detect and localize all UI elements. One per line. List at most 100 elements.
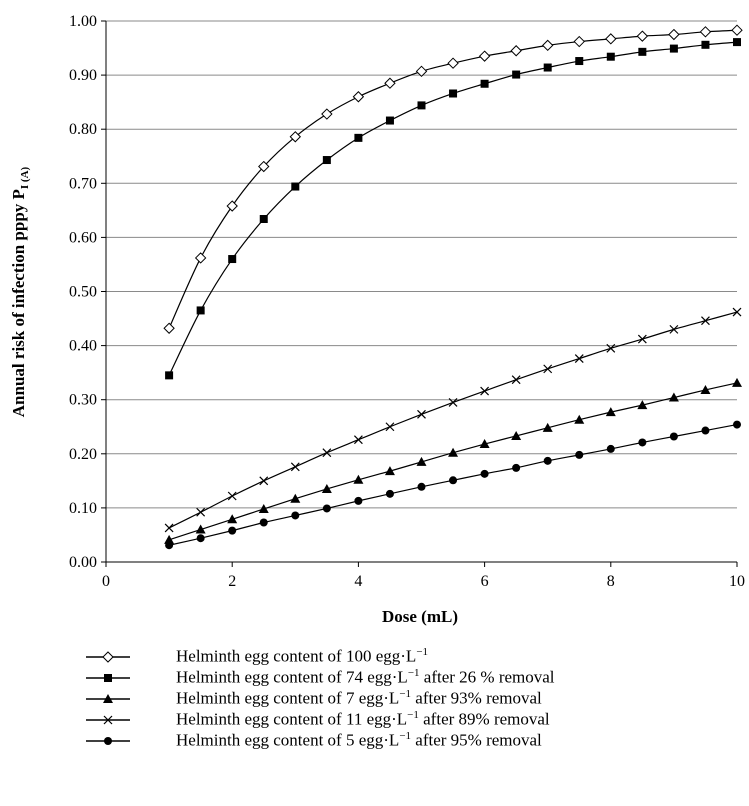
series-5 <box>165 420 741 550</box>
legend-item: Helminth egg content of 5 egg·L−1 after … <box>80 730 730 751</box>
data-point <box>321 483 332 493</box>
data-point <box>449 89 458 98</box>
x-tick-label: 4 <box>354 573 362 590</box>
legend-marker-square <box>104 674 112 682</box>
data-point <box>701 426 710 435</box>
y-tick-label: 0.20 <box>69 446 97 463</box>
data-point <box>512 463 521 472</box>
series-group <box>163 24 743 550</box>
data-point <box>669 44 678 53</box>
data-point <box>732 377 742 387</box>
y-axis-title-subscript: I (A) <box>19 166 31 189</box>
data-point <box>480 386 490 396</box>
data-point <box>385 489 394 498</box>
y-tick-label: 0.10 <box>69 500 97 517</box>
legend-label: Helminth egg content of 11 egg·L−1 after… <box>176 709 550 729</box>
y-tick-label: 0.40 <box>69 338 97 355</box>
legend-swatch <box>86 715 130 725</box>
y-tick-label: 0.50 <box>69 284 97 301</box>
data-point <box>352 91 365 103</box>
data-point <box>322 156 331 165</box>
data-point <box>606 444 615 453</box>
data-point <box>194 252 207 264</box>
data-point <box>226 200 238 212</box>
legend-label: Helminth egg content of 74 egg·L−1 after… <box>176 667 555 687</box>
y-tick-label: 0.00 <box>69 554 97 571</box>
data-point <box>163 322 175 334</box>
data-point <box>164 523 174 533</box>
data-point <box>322 504 331 513</box>
data-point <box>417 101 426 110</box>
legend-label: Helminth egg content of 5 egg·L−1 after … <box>176 730 542 750</box>
x-axis-title: Dose (mL) <box>382 607 458 626</box>
data-point <box>638 438 647 447</box>
legend-swatch <box>86 694 130 703</box>
data-point <box>668 28 680 41</box>
data-point <box>575 450 584 459</box>
x-tick-label: 6 <box>481 573 489 590</box>
data-point <box>700 384 711 394</box>
y-axis-title-main: Annual risk of infection pppy P <box>9 189 28 417</box>
data-point <box>574 354 584 364</box>
data-point <box>575 57 584 66</box>
axes <box>101 20 738 567</box>
data-point <box>384 466 395 476</box>
data-point <box>480 469 489 478</box>
data-point <box>605 407 616 417</box>
data-point <box>511 375 521 385</box>
data-point <box>353 435 363 445</box>
legend-item: Helminth egg content of 74 egg·L−1 after… <box>80 667 730 688</box>
data-point <box>164 534 175 544</box>
data-point <box>417 482 426 491</box>
data-point <box>384 77 396 89</box>
series-2 <box>165 38 741 380</box>
series-4 <box>164 307 742 533</box>
x-tick-label: 10 <box>729 573 745 590</box>
series-1 <box>163 24 743 334</box>
data-point <box>385 116 394 125</box>
data-point <box>417 409 426 419</box>
data-point <box>669 432 678 441</box>
data-point <box>512 70 521 79</box>
data-point <box>573 35 585 48</box>
legend-swatch <box>86 674 130 682</box>
data-point <box>165 371 174 380</box>
data-point <box>195 524 206 534</box>
y-tick-label: 0.90 <box>69 67 97 84</box>
data-point <box>701 40 710 49</box>
data-point <box>541 39 554 52</box>
data-point <box>227 514 238 524</box>
series-line <box>168 311 738 529</box>
data-point <box>510 45 522 57</box>
legend-marker-triangle <box>103 694 113 703</box>
data-point <box>511 430 522 440</box>
data-point <box>258 503 269 513</box>
legend-marker-x <box>103 715 113 725</box>
data-point <box>574 414 585 424</box>
data-point <box>543 364 553 374</box>
x-tick-label: 2 <box>228 573 236 590</box>
data-point <box>733 420 741 429</box>
data-point <box>480 79 489 88</box>
y-tick-label: 0.30 <box>69 392 97 409</box>
x-tick-label: 0 <box>102 573 110 590</box>
data-point <box>228 255 237 264</box>
data-point <box>447 57 459 69</box>
data-point <box>196 306 205 315</box>
y-tick-label: 0.80 <box>69 121 97 138</box>
legend-marker-diamond-open <box>102 651 114 663</box>
data-point <box>636 30 649 42</box>
data-point <box>227 491 237 501</box>
data-point <box>449 476 458 485</box>
data-point <box>668 392 679 402</box>
data-point <box>289 131 302 143</box>
data-point <box>701 316 710 326</box>
x-tick-label: 8 <box>607 573 615 590</box>
series-line <box>168 382 738 541</box>
data-point <box>733 38 741 47</box>
data-point <box>448 447 459 457</box>
data-point <box>290 493 301 503</box>
grid-lines <box>106 20 737 509</box>
data-point <box>731 24 743 36</box>
data-point <box>478 50 491 62</box>
